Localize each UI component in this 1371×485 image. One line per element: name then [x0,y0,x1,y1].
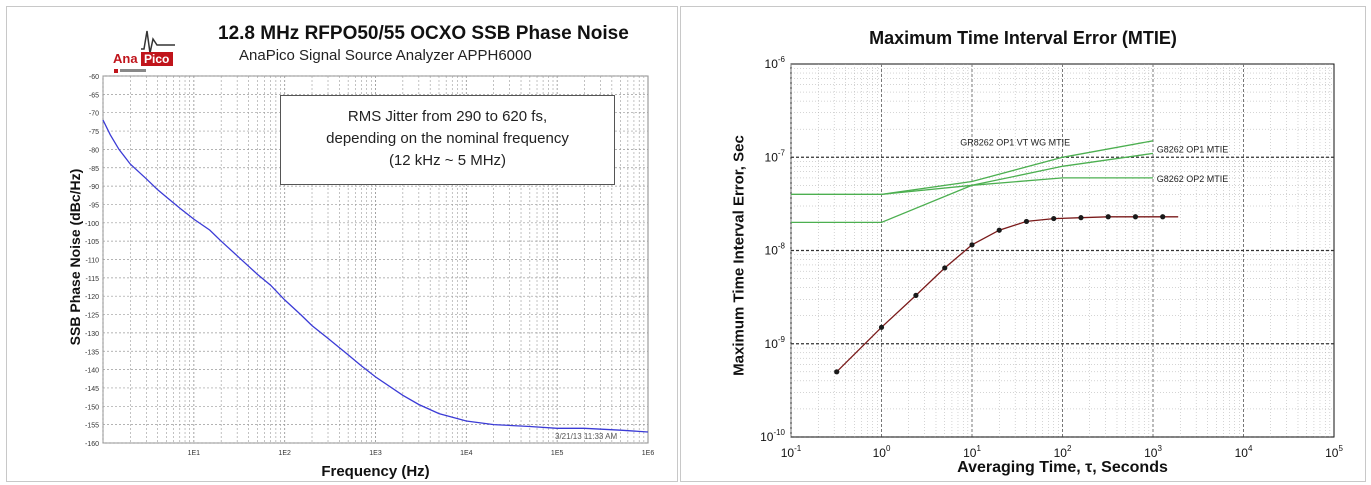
mtie-y-tick: 10-8 [765,242,786,258]
mtie-x-tick: 101 [963,444,981,460]
measured-mtie-point [942,265,948,271]
mtie-chart: 10-1 100 101 102 103 104 105 10-10 10-9 10-8 10-7 1… [760,55,1343,460]
phase-noise-y-tick: -120 [85,294,99,301]
timestamp-label: 3/21/13 11:33 AM [555,432,617,441]
phase-noise-x-tick: 1E2 [278,450,291,457]
svg-text:Ana: Ana [113,51,138,66]
annotation-line-1: RMS Jitter from 290 to 620 fs, [347,108,548,125]
mtie-x-tick: 103 [1144,444,1162,460]
measured-mtie-point [1023,218,1030,225]
measured-mtie-point [1078,215,1084,221]
phase-noise-x-tick: 1E3 [369,450,382,457]
phase-noise-y-tick: -95 [89,202,99,209]
phase-noise-title: 12.8 MHz RFPO50/55 OCXO SSB Phase Noise [218,23,629,44]
phase-noise-y-tick: -80 [89,147,99,154]
measured-mtie-point [996,227,1002,233]
mtie-y-tick: 10-6 [765,55,786,71]
mtie-series-label: G8262 OP1 MTIE [1157,144,1229,154]
phase-noise-chart: -60 -65 -70 -75 -80 -85 -90 -95 -100 -105 -110 -115… [85,74,655,457]
phase-noise-y-tick: -100 [85,221,99,228]
phase-noise-subtitle: AnaPico Signal Source Analyzer APPH6000 [239,47,532,64]
mtie-x-tick: 100 [873,444,891,460]
phase-noise-x-tick: 1E4 [460,450,473,457]
mtie-title: Maximum Time Interval Error (MTIE) [869,28,1177,48]
phase-noise-y-tick: -105 [85,239,99,246]
mtie-y-tick: 10-7 [765,148,786,164]
phase-noise-y-tick: -145 [85,386,99,393]
mtie-x-label: Averaging Time, τ, Seconds [957,459,1168,476]
measured-mtie-point [1051,215,1057,222]
phase-noise-x-tick: 1E6 [642,450,655,457]
mtie-y-tick: 10-10 [760,428,785,444]
phase-noise-panel: Ana Pico 12.8 MHz RFPO50/55 OCXO SSB Pha… [6,6,678,482]
phase-noise-x-tick: 1E1 [188,450,201,457]
mtie-x-tick: 104 [1235,444,1253,460]
phase-noise-y-tick: -90 [89,184,99,191]
mtie-panel: Maximum Time Interval Error (MTIE) 10-1 1… [680,6,1366,482]
phase-noise-y-tick: -150 [85,404,99,411]
phase-noise-series-line [102,119,649,433]
jitter-annotation-box: RMS Jitter from 290 to 620 fs, depending… [280,95,615,185]
mtie-y-label: Maximum Time Interval Error, Sec [730,135,748,376]
measured-mtie-point [1160,214,1166,220]
phase-noise-y-tick: -70 [89,111,99,118]
phase-noise-y-tick: -110 [86,258,100,265]
phase-noise-y-tick: -155 [85,423,99,430]
measured-mtie-point [834,369,840,375]
mtie-x-tick: 105 [1325,444,1343,460]
measured-mtie-point [969,242,975,248]
mtie-x-tick: 10-1 [781,444,802,460]
mtie-y-tick: 10-9 [765,335,786,351]
mtie-x-tick: 102 [1054,444,1072,460]
phase-noise-y-tick: -65 [89,92,99,99]
measured-mtie-point [913,292,919,298]
phase-noise-y-tick: -135 [85,349,99,356]
phase-noise-y-tick: -130 [85,331,99,338]
measured-mtie-point [1105,214,1111,220]
measured-mtie-point [1132,214,1139,220]
mtie-series-label: GR8262 OP1 VT WG MTIE [960,138,1070,148]
phase-noise-y-tick: -60 [89,74,99,81]
phase-noise-y-tick: -115 [86,276,100,283]
anapico-logo-icon: Ana Pico [113,30,175,73]
phase-noise-y-tick: -125 [85,313,99,320]
svg-text:Pico: Pico [144,52,169,66]
phase-noise-x-tick: 1E5 [551,450,564,457]
phase-noise-x-label: Frequency (Hz) [321,463,430,480]
annotation-line-3: (12 kHz ~ 5 MHz) [388,152,507,169]
phase-noise-y-tick: -140 [85,368,99,375]
phase-noise-y-tick: -75 [89,129,99,136]
measured-mtie-point [878,324,885,330]
phase-noise-y-tick: -160 [85,441,99,448]
phase-noise-y-tick: -85 [89,166,99,173]
mtie-limit-line [791,177,1153,196]
phase-noise-y-label: SSB Phase Noise (dBc/Hz) [67,168,83,346]
annotation-line-2: depending on the nominal frequency [326,130,569,147]
mtie-series-label: G8262 OP2 MTIE [1157,174,1229,184]
